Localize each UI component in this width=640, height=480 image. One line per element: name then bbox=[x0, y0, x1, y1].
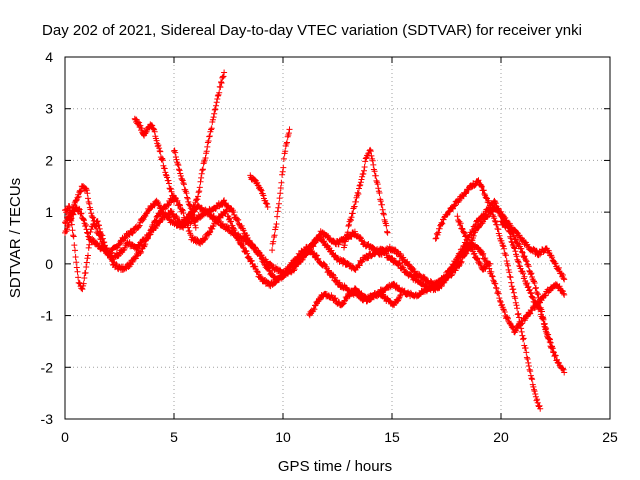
x-tick-label: 0 bbox=[61, 429, 69, 445]
data-points bbox=[62, 69, 568, 412]
series-8 bbox=[247, 172, 271, 210]
y-tick-label: -2 bbox=[41, 359, 54, 375]
chart-title: Day 202 of 2021, Sidereal Day-to-day VTE… bbox=[42, 22, 582, 39]
x-tick-label: 5 bbox=[170, 429, 178, 445]
x-tick-label: 20 bbox=[493, 429, 509, 445]
series-markers bbox=[181, 69, 228, 227]
series-markers bbox=[306, 285, 404, 319]
tick-marks bbox=[64, 56, 611, 420]
y-tick-label: 3 bbox=[45, 101, 53, 117]
series-11 bbox=[432, 177, 544, 412]
y-tick-label: 2 bbox=[45, 152, 53, 168]
series-markers bbox=[171, 147, 199, 231]
series-6 bbox=[171, 147, 199, 231]
y-tick-label: -3 bbox=[41, 411, 54, 427]
series-markers bbox=[247, 172, 271, 210]
series-13 bbox=[498, 218, 557, 355]
y-tick-label: 4 bbox=[45, 49, 53, 65]
series-12 bbox=[454, 213, 494, 273]
series-4 bbox=[181, 69, 228, 227]
series-markers bbox=[269, 126, 293, 254]
series-5 bbox=[131, 115, 177, 205]
y-axis-label: SDTVAR / TECUs bbox=[7, 178, 24, 298]
series-markers bbox=[341, 146, 391, 251]
series-markers bbox=[131, 115, 177, 205]
y-tick-label: 1 bbox=[45, 204, 53, 220]
x-axis-label: GPS time / hours bbox=[278, 458, 392, 475]
series-10 bbox=[341, 146, 391, 251]
series-9 bbox=[306, 285, 404, 319]
x-tick-label: 15 bbox=[384, 429, 400, 445]
y-tick-label: -1 bbox=[41, 308, 54, 324]
tick-labels: 0 5 10 15 20 25 -3 -2 -1 0 1 2 3 4 bbox=[41, 49, 618, 445]
series-7 bbox=[269, 126, 293, 254]
x-tick-label: 25 bbox=[602, 429, 618, 445]
x-tick-label: 10 bbox=[275, 429, 291, 445]
y-tick-label: 0 bbox=[45, 256, 53, 272]
series-markers bbox=[454, 213, 494, 273]
series-markers bbox=[498, 218, 557, 355]
series-markers bbox=[432, 177, 544, 412]
plot-frame bbox=[64, 56, 611, 420]
